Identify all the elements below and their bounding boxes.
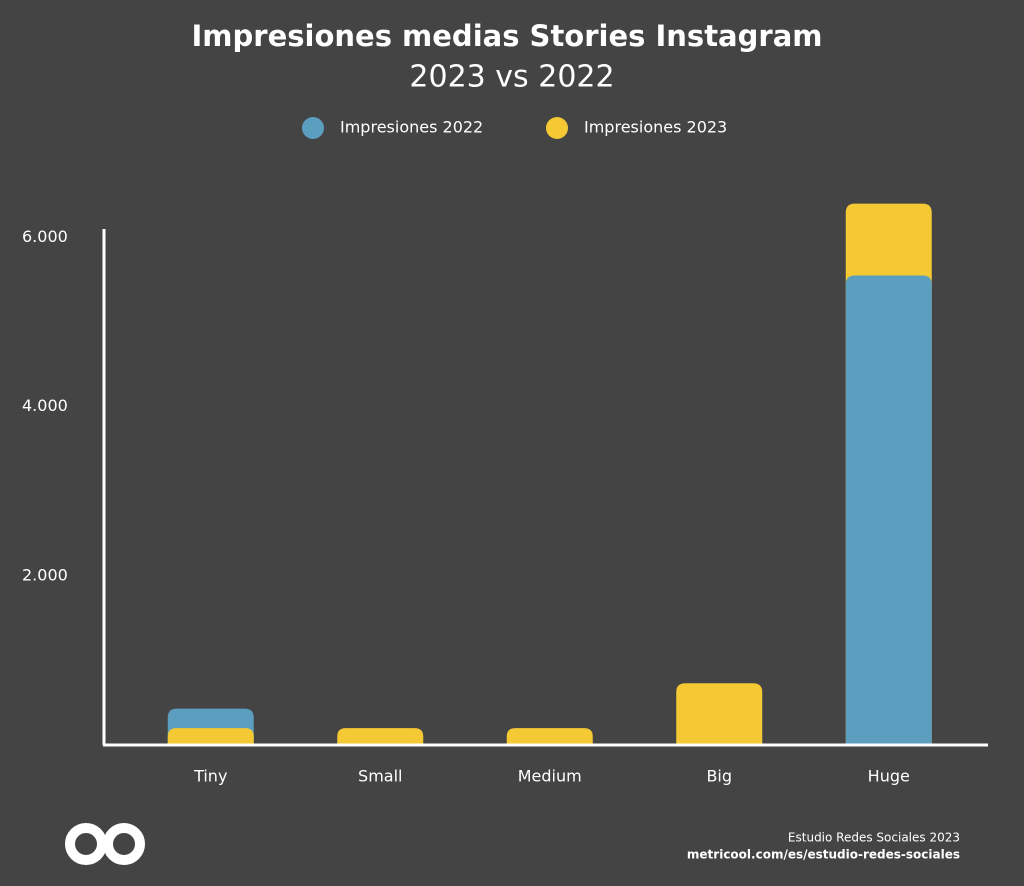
x-tick-label: Huge bbox=[868, 767, 910, 786]
x-tick-label: Small bbox=[358, 767, 402, 786]
bar bbox=[506, 728, 593, 745]
chart-title: Impresiones medias Stories Instagram bbox=[192, 19, 823, 53]
x-tick-label: Medium bbox=[518, 767, 582, 786]
y-tick-label: 4.000 bbox=[22, 396, 68, 415]
legend-label: Impresiones 2022 bbox=[340, 118, 483, 137]
y-tick-label: 6.000 bbox=[22, 227, 68, 246]
bar bbox=[167, 728, 254, 745]
footer-source: Estudio Redes Sociales 2023 bbox=[788, 831, 960, 845]
logo bbox=[65, 823, 145, 865]
x-tick-label: Big bbox=[706, 767, 732, 786]
bar bbox=[676, 683, 763, 745]
bar bbox=[337, 728, 424, 745]
legend-swatch bbox=[302, 117, 324, 139]
legend-swatch bbox=[546, 117, 568, 139]
legend-label: Impresiones 2023 bbox=[584, 118, 727, 137]
y-tick-label: 2.000 bbox=[22, 565, 68, 584]
footer-url: metricool.com/es/estudio-redes-sociales bbox=[687, 848, 960, 862]
x-tick-label: Tiny bbox=[193, 767, 227, 786]
bar bbox=[845, 275, 932, 745]
chart-subtitle: 2023 vs 2022 bbox=[409, 60, 614, 95]
